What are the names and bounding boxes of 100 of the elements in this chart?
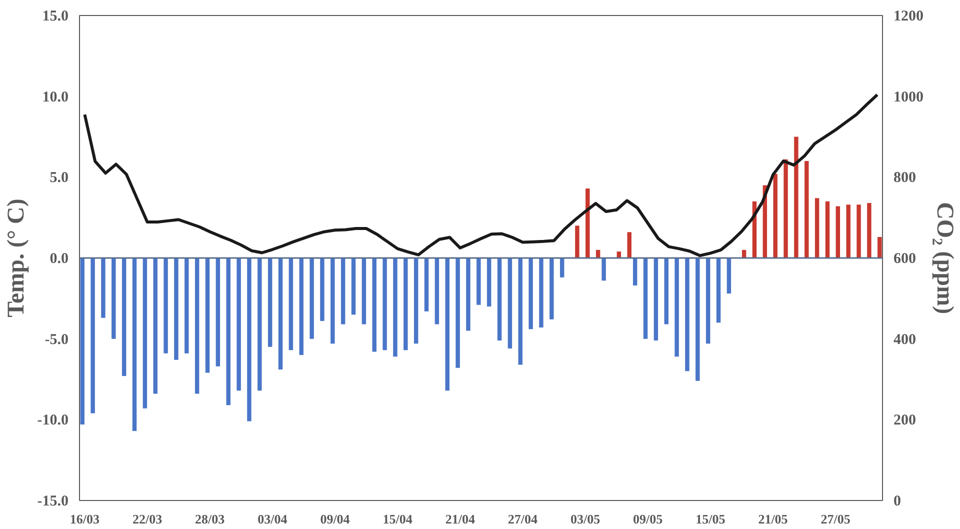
bar [268, 258, 272, 347]
bar [153, 258, 158, 394]
bar [878, 236, 882, 258]
y2-tick-label: 400 [894, 332, 916, 348]
bar [112, 258, 116, 339]
bar [372, 258, 376, 352]
bar [836, 206, 840, 258]
bar [825, 201, 830, 258]
y2-tick-label: 200 [894, 412, 916, 429]
bar [310, 258, 314, 339]
bar [602, 258, 606, 281]
bar [726, 258, 732, 294]
line-series [83, 93, 879, 258]
y2-tick-label: 800 [894, 170, 916, 186]
bar [205, 258, 210, 373]
bar [320, 258, 324, 322]
bar [90, 258, 95, 414]
bar [393, 258, 398, 357]
x-tick-label: 16/03 [70, 512, 100, 526]
bar [164, 258, 168, 354]
x-tick-label: 21/05 [758, 512, 788, 526]
bar [814, 198, 820, 258]
x-tick-label: 03/04 [258, 512, 288, 526]
bar [142, 258, 148, 408]
bar [654, 258, 658, 340]
bar [278, 258, 283, 370]
y-tick-label: 0.0 [50, 251, 68, 267]
bar [627, 232, 632, 258]
y2-tick-label: 1200 [894, 8, 924, 24]
bar [299, 258, 304, 355]
bar [528, 258, 533, 330]
bar [706, 258, 710, 344]
x-tick-label: 27/04 [508, 512, 538, 526]
bar [773, 174, 778, 258]
bar [80, 258, 84, 425]
bar [804, 161, 809, 258]
bar [716, 258, 721, 323]
bar [258, 258, 262, 391]
bar [194, 258, 200, 394]
x-tick-label: 15/05 [696, 512, 726, 526]
bar [456, 258, 460, 368]
bar [518, 258, 522, 365]
bar [664, 258, 668, 324]
y-tick-label: -5.0 [44, 332, 69, 348]
x-tick-label: 09/05 [633, 512, 664, 526]
bar [330, 258, 335, 344]
x-tick-label: 22/03 [132, 512, 163, 526]
bar [632, 258, 638, 286]
bar [486, 258, 492, 306]
bar [247, 258, 252, 422]
y-tick-label: -15.0 [37, 494, 69, 510]
x-tick-label: 15/04 [382, 512, 413, 526]
bar [674, 258, 679, 357]
bar [846, 204, 850, 258]
bar [414, 258, 418, 344]
bar [696, 258, 700, 381]
bar [101, 258, 106, 318]
bar [539, 258, 544, 328]
bar [434, 258, 440, 324]
bar [466, 258, 470, 331]
x-tick-label: 28/03 [195, 512, 226, 526]
bar [856, 204, 861, 258]
x-tick-label: 27/05 [820, 512, 851, 526]
bar [575, 226, 580, 258]
x-tick-label: 09/04 [320, 512, 350, 526]
bar [476, 258, 481, 305]
bar [560, 258, 564, 278]
bar [340, 258, 346, 324]
bar [382, 258, 387, 350]
y2-tick-label: 1000 [894, 89, 924, 106]
y2-axis-title: CO₂ (ppm) [932, 202, 958, 314]
y-axis-title: Temp. (° C) [3, 198, 30, 318]
bar [362, 258, 366, 324]
x-tick-label: 03/05 [570, 512, 601, 526]
bar [550, 258, 554, 320]
bar [216, 258, 220, 366]
bar [132, 258, 137, 431]
bar [445, 258, 450, 391]
y-tick-label: 10.0 [42, 89, 68, 106]
bar [784, 159, 788, 258]
y-tick-label: 5.0 [50, 170, 68, 186]
bar [174, 258, 178, 360]
bar [226, 258, 230, 406]
bar [288, 258, 294, 350]
bar [794, 136, 798, 258]
bar [643, 258, 648, 339]
bar [497, 258, 502, 340]
bar [404, 258, 408, 350]
x-tick-label: 21/04 [445, 512, 476, 526]
bar [867, 203, 872, 258]
bar [351, 258, 356, 315]
bar [508, 258, 512, 349]
bar [184, 258, 189, 354]
bar [236, 258, 241, 391]
y-tick-label: 15.0 [42, 8, 68, 24]
y-tick-label: -10.0 [37, 412, 69, 429]
bar [685, 258, 690, 372]
y2-tick-label: 600 [894, 251, 916, 267]
bar [424, 258, 429, 312]
bar [122, 258, 126, 376]
